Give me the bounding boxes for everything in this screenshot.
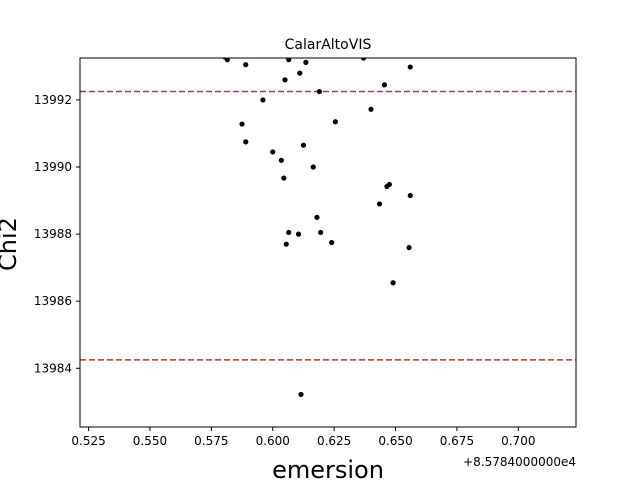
axes-frame [79, 57, 577, 428]
chart-title: CalarAltoVIS [285, 37, 372, 53]
data-point [314, 214, 320, 220]
data-point [270, 149, 276, 155]
x-tick-label: 0.625 [317, 434, 351, 448]
x-offset-label: +8.5784000000e4 [463, 455, 576, 469]
data-point [381, 82, 388, 88]
x-tick-label: 0.550 [133, 434, 167, 448]
x-tick-label: 0.650 [378, 434, 412, 448]
data-point [243, 62, 249, 68]
y-axis: 13984 13986 13988 13990 13992 [34, 93, 80, 375]
data-point [243, 139, 249, 145]
data-point [310, 164, 316, 170]
x-tick-label: 0.675 [440, 434, 474, 448]
y-tick-label: 13992 [34, 93, 72, 107]
y-tick-label: 13984 [34, 361, 72, 375]
data-point [332, 119, 338, 125]
data-point [384, 183, 390, 190]
data-point [318, 229, 324, 236]
data-point [282, 77, 288, 83]
y-tick-label: 13986 [34, 294, 72, 308]
data-point [376, 201, 383, 207]
data-point [390, 280, 396, 286]
y-axis-label: Chi2 [0, 217, 22, 271]
data-point [300, 142, 307, 148]
data-point [361, 58, 367, 61]
data-point [407, 64, 413, 70]
x-axis-label: emersion [272, 456, 384, 480]
data-point [316, 88, 323, 95]
data-point [260, 97, 266, 103]
data-point [278, 157, 284, 163]
data-point [303, 59, 309, 65]
data-point [297, 70, 303, 76]
x-tick-label: 0.700 [501, 434, 535, 448]
data-point [329, 239, 335, 246]
y-tick-label: 13990 [34, 160, 72, 174]
data-point [298, 391, 304, 398]
data-point [286, 58, 292, 63]
data-point [281, 175, 287, 181]
data-point [368, 106, 374, 112]
data-point [295, 231, 302, 237]
y-tick-label: 13988 [34, 227, 72, 241]
data-point [224, 58, 230, 63]
data-point [283, 241, 289, 247]
x-tick-label: 0.600 [256, 434, 290, 448]
data-point [406, 244, 412, 251]
data-point [407, 192, 413, 199]
x-tick-label: 0.575 [194, 434, 228, 448]
x-tick-label: 0.525 [71, 434, 105, 448]
data-point [239, 121, 245, 127]
x-axis: 0.525 0.550 0.575 0.600 0.625 0.650 0.675 0.700 [71, 427, 535, 448]
plot-area [80, 58, 576, 398]
data-point [286, 229, 292, 236]
